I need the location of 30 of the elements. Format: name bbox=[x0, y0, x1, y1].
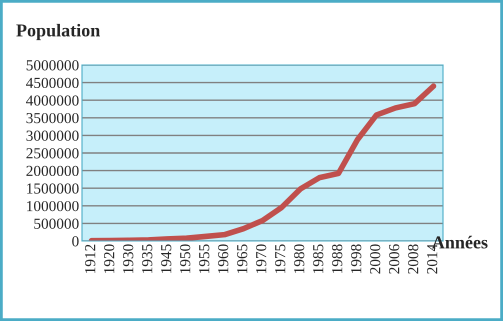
y-tick-label: 4000000 bbox=[26, 95, 79, 106]
x-tick-label: 1955 bbox=[199, 244, 210, 273]
x-tick-label: 1970 bbox=[256, 244, 266, 273]
x-tick-label: 1912 bbox=[85, 244, 96, 273]
x-tick-label: 1950 bbox=[180, 244, 190, 273]
x-tick-label: 1980 bbox=[294, 244, 304, 273]
y-tick-label: 3000000 bbox=[26, 130, 79, 141]
x-tick-label: 1985 bbox=[313, 244, 324, 273]
x-tick-label: 1975 bbox=[275, 244, 286, 273]
y-tick-label: 2500000 bbox=[26, 148, 79, 158]
y-tick-label: 2000000 bbox=[26, 166, 79, 176]
x-tick-label: 1945 bbox=[161, 244, 172, 273]
y-tick-label: 3500000 bbox=[26, 112, 79, 124]
y-tick-label: 500000 bbox=[34, 218, 79, 229]
y-tick-label: 1000000 bbox=[27, 200, 79, 212]
x-tick-label: 1965 bbox=[237, 244, 248, 273]
x-tick-label: 1935 bbox=[142, 244, 152, 273]
x-tick-label: 1960 bbox=[218, 244, 228, 273]
x-tick-label: 1998 bbox=[351, 244, 362, 273]
y-tick-label: 0 bbox=[72, 236, 79, 246]
x-tick-label: 2006 bbox=[389, 244, 400, 274]
chart-title: Population bbox=[16, 24, 100, 40]
y-tick-label: 4500000 bbox=[26, 78, 79, 88]
x-tick-label: 1930 bbox=[123, 244, 134, 273]
y-tick-label: 5000000 bbox=[26, 60, 79, 70]
x-tick-label: 2000 bbox=[370, 244, 380, 274]
x-tick-label: 1988 bbox=[332, 244, 342, 273]
x-tick-label: 1920 bbox=[104, 244, 114, 273]
y-tick-label: 1500000 bbox=[27, 183, 79, 194]
x-tick-label: 2008 bbox=[408, 244, 418, 274]
